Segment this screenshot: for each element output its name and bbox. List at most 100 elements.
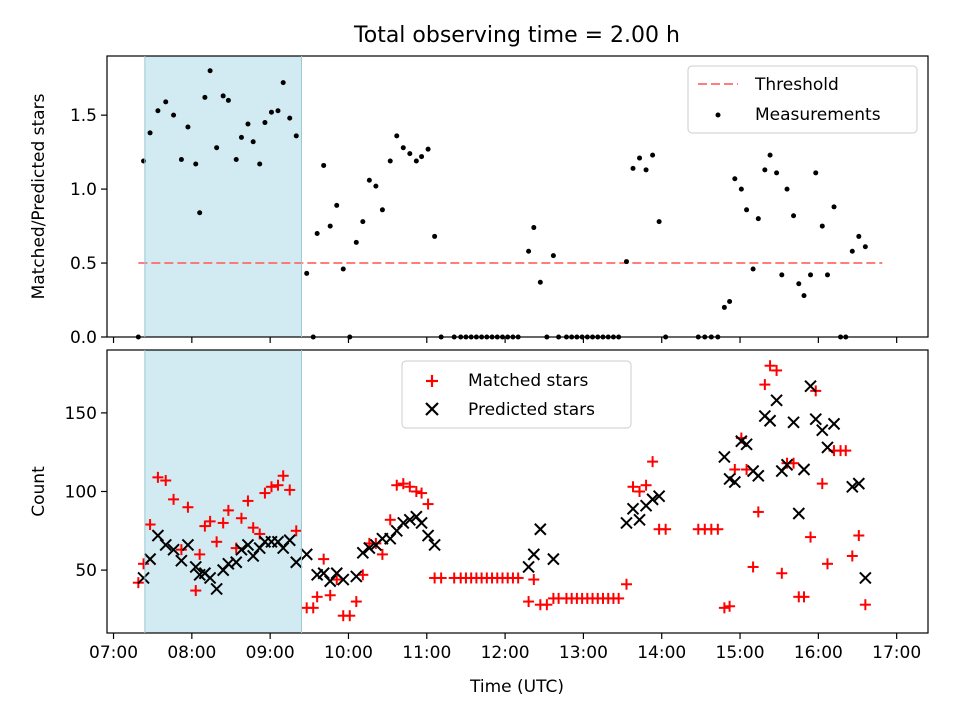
measurement-point xyxy=(250,139,256,145)
predicted-star-point xyxy=(397,516,410,530)
matched-star-point xyxy=(776,567,788,579)
predicted-star-point xyxy=(241,538,255,552)
matched-star-point xyxy=(370,537,382,549)
measurement-point xyxy=(366,177,372,183)
predicted-star-point xyxy=(189,560,202,574)
ratio-y-axis-label: Matched/Predicted stars xyxy=(29,93,49,299)
predicted-star-point xyxy=(547,552,560,566)
predicted-star-point xyxy=(792,507,805,520)
predicted-star-point xyxy=(846,480,859,493)
predicted-star-point xyxy=(428,538,441,552)
matched-star-point xyxy=(541,599,553,611)
measurement-point xyxy=(275,108,281,114)
predicted-star-point xyxy=(283,534,296,547)
predicted-star-point xyxy=(143,552,157,566)
measurement-point xyxy=(314,230,320,236)
predicted-star-point xyxy=(770,394,783,407)
matched-star-point xyxy=(859,599,871,611)
observing-window-span xyxy=(144,56,302,337)
measurement-point xyxy=(220,93,226,99)
matched-star-point xyxy=(846,550,858,562)
matched-star-point xyxy=(235,512,247,524)
matched-star-point xyxy=(840,445,852,457)
y-tick-label: 1.0 xyxy=(70,180,97,200)
count-legend: Matched stars Predicted stars xyxy=(401,360,632,429)
matched-star-point xyxy=(138,558,150,570)
matched-star-point xyxy=(211,536,223,548)
predicted-star-point xyxy=(652,490,666,503)
observing-window-span xyxy=(144,350,302,633)
matched-star-point xyxy=(613,592,625,604)
x-tick-label: 07:00 xyxy=(89,643,138,663)
measurement-point xyxy=(779,272,785,278)
matched-star-point xyxy=(160,474,172,486)
measurement-point xyxy=(767,152,773,158)
matched-star-point xyxy=(259,487,271,499)
predicted-star-point xyxy=(534,523,547,536)
matched-star-point xyxy=(217,517,229,529)
measurement-point xyxy=(721,304,727,310)
measurement-point xyxy=(727,299,733,305)
predicted-star-point xyxy=(718,450,731,464)
figure-title: Total observing time = 2.00 h xyxy=(353,23,680,48)
y-tick-label: 0.5 xyxy=(70,254,97,274)
matched-star-points xyxy=(132,360,871,622)
predicted-star-point xyxy=(809,412,822,426)
measurement-point xyxy=(732,176,738,182)
count-x-ticks: 07:00 08:00 09:00 10:00 11:00 12:00 13:00 14:00… xyxy=(89,633,921,663)
measurement-point xyxy=(379,207,385,213)
x-tick-label: 14:00 xyxy=(637,643,686,663)
ratio-axes-frame xyxy=(106,55,929,338)
predicted-star-point xyxy=(804,379,817,393)
predicted-star-point xyxy=(421,529,435,542)
matched-star-point xyxy=(416,487,428,499)
y-tick-label: 50 xyxy=(75,561,97,581)
count-axes-frame xyxy=(106,349,929,634)
predicted-star-point xyxy=(763,414,777,427)
matched-star-point xyxy=(712,523,724,535)
measurement-point xyxy=(656,219,662,225)
measurement-point xyxy=(340,266,346,272)
x-tick-label: 11:00 xyxy=(402,643,451,663)
count-y-axis-label: Count xyxy=(29,466,49,517)
measurement-point xyxy=(791,213,797,219)
measurement-point xyxy=(537,279,543,285)
matched-star-point xyxy=(194,548,206,560)
matched-star-point xyxy=(247,522,259,534)
measurement-point xyxy=(268,109,274,115)
matched-star-point xyxy=(528,574,540,586)
matched-star-point xyxy=(284,484,296,496)
predicted-star-point xyxy=(816,423,829,437)
measurement-point xyxy=(808,272,814,278)
ratio-legend: Threshold Measurements xyxy=(687,65,918,134)
matched-star-point xyxy=(277,470,289,482)
measurement-point xyxy=(257,161,263,167)
matched-star-point xyxy=(397,478,409,490)
matched-star-point xyxy=(410,486,422,497)
matched-star-point xyxy=(805,531,817,543)
matched-star-point xyxy=(350,596,362,608)
predicted-star-point xyxy=(633,513,646,527)
matched-star-point xyxy=(307,602,319,614)
measurement-point xyxy=(637,155,643,161)
threshold-legend-label: Threshold xyxy=(754,75,839,95)
measurement-point xyxy=(413,158,419,164)
measurement-point xyxy=(407,151,413,157)
matched-star-point xyxy=(324,589,336,601)
measurement-point xyxy=(394,133,400,139)
predicted-star-point xyxy=(752,469,765,482)
measurement-point xyxy=(643,167,649,173)
predicted-star-point xyxy=(787,416,800,429)
measurement-point xyxy=(360,219,366,225)
matched-star-point xyxy=(404,481,416,493)
measurement-point xyxy=(321,162,327,168)
measurement-point xyxy=(163,99,169,105)
measurement-point xyxy=(784,186,790,192)
y-tick-label: 100 xyxy=(65,483,97,503)
predicted-star-point xyxy=(300,548,313,561)
predicted-star-point xyxy=(859,571,872,585)
matched-star-point xyxy=(759,379,771,391)
measurement-point xyxy=(774,170,780,176)
matched-star-point xyxy=(384,514,396,526)
